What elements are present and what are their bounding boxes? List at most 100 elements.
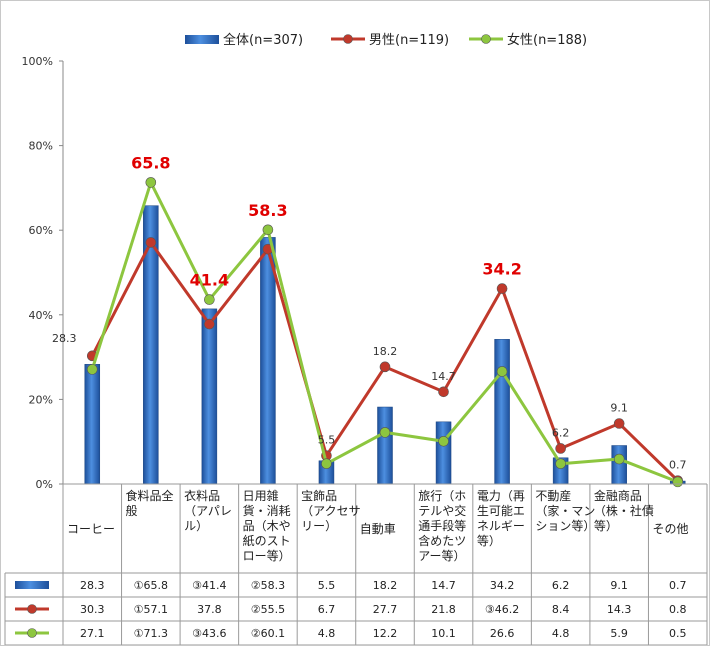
data-label: 18.2 (373, 345, 398, 358)
table-cell: 9.1 (610, 579, 628, 592)
table-cell: ①65.8 (134, 579, 168, 592)
legend-label: 女性(n=188) (507, 32, 587, 48)
category-label: （家・マン (535, 503, 595, 518)
y-tick-label: 0% (36, 478, 53, 491)
category-label: 不動産 (535, 488, 571, 503)
category-label: ネルギー (477, 519, 525, 533)
line-point (145, 237, 157, 248)
table-cell: 0.8 (669, 603, 687, 616)
y-tick-label: 100% (22, 55, 53, 68)
category-label: 衣料品 (184, 488, 220, 503)
data-label: 0.7 (669, 459, 687, 472)
line-point (438, 386, 449, 398)
table-cell: ②55.5 (251, 603, 285, 616)
data-labels: 28.3 65.8 41.4 58.3 5.5 18.2 14.7 34.2 6.2 9.1 0.7 (52, 153, 686, 471)
data-label: 14.7 (431, 370, 456, 383)
category-label: コーヒー (67, 522, 115, 536)
series-lines (86, 177, 684, 488)
y-tick-label: 20% (29, 393, 53, 406)
table-cell: 4.8 (552, 627, 570, 640)
data-label: 6.2 (552, 426, 570, 439)
row-marker (27, 628, 37, 638)
table-cell: 6.7 (318, 603, 336, 616)
legend-marker (343, 34, 353, 44)
table-cell: ②58.3 (251, 579, 285, 592)
line-point (555, 443, 566, 454)
row-marker (27, 604, 37, 614)
bar (260, 237, 276, 485)
table-cell: 30.3 (80, 603, 105, 616)
line-point (555, 458, 566, 469)
line-point (672, 476, 684, 488)
category-label: 旅行（ホ (418, 489, 466, 503)
category-label: 宝飾品 (301, 489, 337, 503)
legend-label: 男性(n=119) (369, 33, 449, 48)
category-label: 電力（再 (477, 489, 525, 503)
legend-marker (481, 34, 491, 44)
category-label: （株・社債 (594, 503, 654, 518)
line-point (321, 458, 332, 469)
bar (377, 406, 393, 485)
category-label: 貨・消耗 (243, 503, 291, 518)
category-label: ション等） (535, 519, 595, 533)
table-cell: ③41.4 (192, 579, 226, 592)
table-cell: 27.7 (373, 603, 398, 616)
category-label: 金融商品 (594, 488, 642, 503)
y-tick-label: 60% (29, 224, 53, 237)
data-label: 34.2 (482, 260, 521, 279)
category-label: 等） (477, 534, 501, 548)
line-point (379, 427, 391, 438)
data-label: 41.4 (190, 271, 229, 290)
line-point (438, 435, 449, 447)
legend-label: 全体(n=307) (223, 32, 303, 48)
table-cell: 0.5 (669, 627, 687, 640)
table-cell: 18.2 (373, 579, 398, 592)
line-point (204, 318, 215, 330)
table-cell: 34.2 (490, 579, 515, 592)
bar (84, 364, 101, 485)
table-cell: 12.2 (373, 627, 398, 640)
data-label: 28.3 (52, 332, 77, 345)
table-cell: ①57.1 (134, 603, 168, 616)
category-label: 紙のスト (243, 533, 291, 548)
category-label: 日用雑 (243, 488, 279, 503)
table-cell: 8.4 (552, 603, 570, 616)
data-label: 9.1 (610, 402, 628, 415)
table-cell: ①71.3 (134, 627, 168, 640)
table-cell: 4.8 (318, 627, 336, 640)
table-cell: 14.3 (607, 603, 632, 616)
line-point (613, 453, 625, 465)
table-cell: ②60.1 (251, 627, 285, 640)
line-point (379, 361, 391, 373)
category-label: アー等） (418, 549, 465, 563)
table-cell: 6.2 (552, 579, 570, 592)
category-label: 食料品全 (126, 488, 174, 503)
line-point (262, 224, 274, 236)
table-cell: 27.1 (80, 627, 105, 640)
category-label: 等） (594, 519, 618, 533)
category-label: その他 (652, 522, 688, 536)
data-label: 58.3 (248, 201, 287, 220)
category-label: 品（木や (243, 519, 291, 533)
table-cell: 5.5 (318, 579, 336, 592)
y-tick-label: 40% (29, 309, 53, 322)
category-label: 生可能エ (477, 504, 525, 518)
line-point (204, 294, 215, 305)
table-cell: 14.7 (431, 579, 456, 592)
table-cell: 5.9 (610, 627, 628, 640)
category-label: 自動車 (360, 522, 396, 536)
data-label: 65.8 (131, 153, 170, 172)
category-label: ロー等） (243, 549, 291, 563)
table-cell: 10.1 (431, 627, 456, 640)
line-point (496, 366, 508, 377)
bar (201, 308, 218, 485)
category-label: （アパレ (184, 504, 232, 518)
legend-bar-swatch (185, 35, 219, 44)
line-point (86, 364, 98, 375)
table-cell: 0.7 (669, 579, 687, 592)
category-label: （アクセサ (301, 504, 360, 518)
category-label: ル） (184, 519, 208, 533)
